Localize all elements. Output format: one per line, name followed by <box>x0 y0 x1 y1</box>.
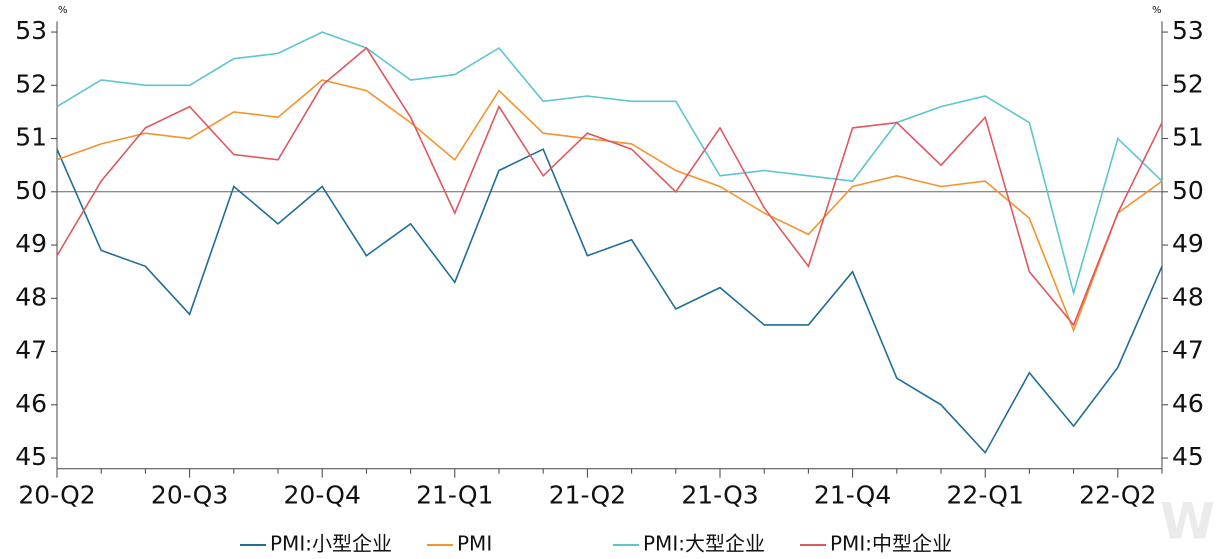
y-axis-unit: % <box>58 5 68 16</box>
y-tick-label: 53 <box>15 16 47 45</box>
legend-label: PMI:大型企业 <box>643 532 765 556</box>
x-tick-label: 21-Q2 <box>549 481 626 510</box>
series-line <box>56 79 1163 333</box>
x-tick-label: 21-Q4 <box>814 481 891 510</box>
x-tick-label: 20-Q2 <box>18 481 95 510</box>
y-tick-label: 46 <box>15 389 47 418</box>
y-tick-label: 51 <box>15 123 47 152</box>
y2-tick-label: 47 <box>1172 336 1204 365</box>
series-line <box>56 31 1163 297</box>
x-tick-label: 22-Q2 <box>1079 481 1156 510</box>
y-tick-label: 48 <box>15 282 47 311</box>
legend-label: PMI:中型企业 <box>830 532 952 556</box>
y2-axis-unit: % <box>1152 5 1162 16</box>
y2-tick-label: 48 <box>1172 282 1204 311</box>
watermark: Wind <box>1160 493 1217 551</box>
y-tick-label: 45 <box>15 442 47 471</box>
y2-tick-label: 49 <box>1172 229 1204 258</box>
y2-tick-label: 52 <box>1172 69 1204 98</box>
x-tick-label: 22-Q1 <box>947 481 1024 510</box>
y-tick-label: 50 <box>15 176 47 205</box>
x-tick-label: 21-Q3 <box>681 481 758 510</box>
x-tick-label: 20-Q4 <box>284 481 361 510</box>
legend-label: PMI:小型企业 <box>270 532 392 556</box>
x-tick-label: 21-Q1 <box>416 481 493 510</box>
legend-label: PMI <box>457 532 492 556</box>
y-tick-label: 49 <box>15 229 47 258</box>
y2-tick-label: 45 <box>1172 442 1204 471</box>
y-tick-label: 52 <box>15 69 47 98</box>
y2-tick-label: 53 <box>1172 16 1204 45</box>
series-line <box>56 46 1163 327</box>
series-line <box>56 148 1163 455</box>
y2-tick-label: 46 <box>1172 389 1204 418</box>
x-tick-label: 20-Q3 <box>151 481 228 510</box>
y2-tick-label: 50 <box>1172 176 1204 205</box>
y-tick-label: 47 <box>15 336 47 365</box>
y2-tick-label: 51 <box>1172 123 1204 152</box>
